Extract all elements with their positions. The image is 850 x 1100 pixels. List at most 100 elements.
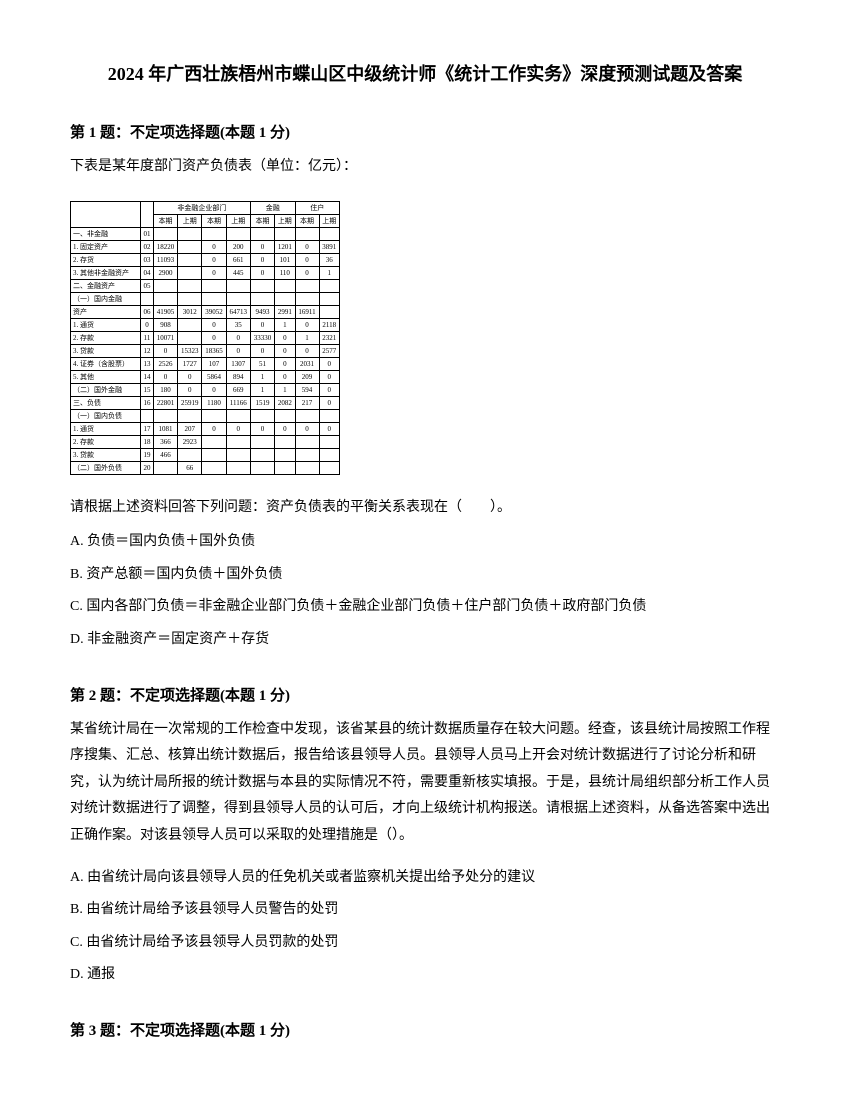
table-row-label: 3. 贷款 bbox=[71, 448, 141, 461]
table-row-label: 二、金融资产 bbox=[71, 279, 141, 292]
table-cell bbox=[178, 448, 202, 461]
table-cell: 0 bbox=[141, 318, 154, 331]
table-cell: 02 bbox=[141, 240, 154, 253]
table-cell bbox=[295, 279, 319, 292]
table-row: 1. 通货09080350102118 bbox=[71, 318, 340, 331]
table-row-label: （一）国内负债 bbox=[71, 409, 141, 422]
table-cell: 466 bbox=[153, 448, 177, 461]
table-cell: 06 bbox=[141, 305, 154, 318]
table-cell: 12 bbox=[141, 344, 154, 357]
table-cell: 15323 bbox=[178, 344, 202, 357]
table-cell: 66 bbox=[178, 461, 202, 474]
table-cell bbox=[178, 227, 202, 240]
q3-header: 第 3 题：不定项选择题(本题 1 分) bbox=[70, 1019, 780, 1040]
table-cell: 0 bbox=[202, 422, 226, 435]
table-cell bbox=[295, 409, 319, 422]
table-cell bbox=[178, 253, 202, 266]
q1-option-c: C. 国内各部门负债＝非金融企业部门负债＋金融企业部门负债＋住户部门负债＋政府部… bbox=[70, 594, 780, 621]
table-cell: 669 bbox=[226, 383, 250, 396]
table-cell: 2321 bbox=[319, 331, 340, 344]
table-row-label: 资产 bbox=[71, 305, 141, 318]
table-cell: 11093 bbox=[153, 253, 177, 266]
table-cell bbox=[153, 409, 177, 422]
table-cell: 11166 bbox=[226, 396, 250, 409]
table-cell bbox=[250, 279, 274, 292]
table-row-label: 4. 证券（含股票） bbox=[71, 357, 141, 370]
table-cell bbox=[295, 461, 319, 474]
table-cell: 0 bbox=[250, 344, 274, 357]
table-row: （二）国外金融1518000669115940 bbox=[71, 383, 340, 396]
table-row-label: 3. 其他非金融资产 bbox=[71, 266, 141, 279]
table-cell bbox=[226, 435, 250, 448]
table-cell bbox=[202, 279, 226, 292]
table-row: 二、金融资产05 bbox=[71, 279, 340, 292]
table-row: 2. 存货031109306610101036 bbox=[71, 253, 340, 266]
table-cell: 41905 bbox=[153, 305, 177, 318]
table-subheader: 上期 bbox=[226, 214, 250, 227]
table-cell bbox=[226, 279, 250, 292]
table-row: （一）国内负债 bbox=[71, 409, 340, 422]
table-cell: 209 bbox=[295, 370, 319, 383]
table-row-label: 1. 通货 bbox=[71, 318, 141, 331]
table-cell: 0 bbox=[178, 370, 202, 383]
table-cell: 0 bbox=[275, 331, 295, 344]
table-cell: 20 bbox=[141, 461, 154, 474]
table-cell bbox=[202, 461, 226, 474]
table-cell: 0 bbox=[275, 344, 295, 357]
table-cell: 0 bbox=[202, 266, 226, 279]
table-cell: 2031 bbox=[295, 357, 319, 370]
table-cell bbox=[250, 448, 274, 461]
table-cell bbox=[275, 461, 295, 474]
table-cell bbox=[295, 227, 319, 240]
table-row-label: （二）国外金融 bbox=[71, 383, 141, 396]
table-cell: 107 bbox=[202, 357, 226, 370]
table-cell: 0 bbox=[153, 370, 177, 383]
table-cell bbox=[295, 292, 319, 305]
table-header-group: 金融 bbox=[250, 201, 295, 214]
table-row-label: 2. 存款 bbox=[71, 331, 141, 344]
table-cell: 2923 bbox=[178, 435, 202, 448]
table-cell bbox=[250, 461, 274, 474]
q1-intro: 下表是某年度部门资产负债表（单位：亿元）： bbox=[70, 154, 780, 181]
q1-option-d: D. 非金融资产＝固定资产＋存货 bbox=[70, 627, 780, 654]
table-cell bbox=[275, 409, 295, 422]
table-cell bbox=[202, 435, 226, 448]
table-row-label: （二）国外负债 bbox=[71, 461, 141, 474]
table-cell: 0 bbox=[226, 422, 250, 435]
table-cell: 0 bbox=[319, 370, 340, 383]
table-cell: 366 bbox=[153, 435, 177, 448]
q1-prompt: 请根据上述资料回答下列问题：资产负债表的平衡关系表现在（ ）。 bbox=[70, 495, 780, 522]
table-cell: 03 bbox=[141, 253, 154, 266]
table-cell bbox=[202, 292, 226, 305]
table-cell: 0 bbox=[202, 383, 226, 396]
table-cell bbox=[178, 292, 202, 305]
table-row: 3. 贷款120153231836500002577 bbox=[71, 344, 340, 357]
table-cell: 04 bbox=[141, 266, 154, 279]
table-row: 3. 贷款19466 bbox=[71, 448, 340, 461]
table-subheader: 上期 bbox=[319, 214, 340, 227]
table-cell: 0 bbox=[275, 422, 295, 435]
table-cell bbox=[319, 448, 340, 461]
table-cell: 1307 bbox=[226, 357, 250, 370]
table-cell: 11 bbox=[141, 331, 154, 344]
table-cell: 908 bbox=[153, 318, 177, 331]
table-cell bbox=[319, 279, 340, 292]
table-cell: 1180 bbox=[202, 396, 226, 409]
table-cell: 1 bbox=[250, 370, 274, 383]
table-cell: 0 bbox=[250, 422, 274, 435]
table-cell bbox=[319, 409, 340, 422]
table-cell bbox=[178, 240, 202, 253]
q2-option-d: D. 通报 bbox=[70, 962, 780, 989]
table-cell bbox=[178, 409, 202, 422]
table-cell: 0 bbox=[295, 318, 319, 331]
table-row: 三、负债162280125919118011166151920822170 bbox=[71, 396, 340, 409]
table-cell: 0 bbox=[250, 240, 274, 253]
table-cell bbox=[250, 227, 274, 240]
table-cell bbox=[178, 331, 202, 344]
table-cell: 0 bbox=[295, 266, 319, 279]
table-cell: 661 bbox=[226, 253, 250, 266]
table-cell bbox=[275, 448, 295, 461]
table-cell bbox=[226, 409, 250, 422]
table-cell: 1201 bbox=[275, 240, 295, 253]
table-cell: 0 bbox=[275, 357, 295, 370]
